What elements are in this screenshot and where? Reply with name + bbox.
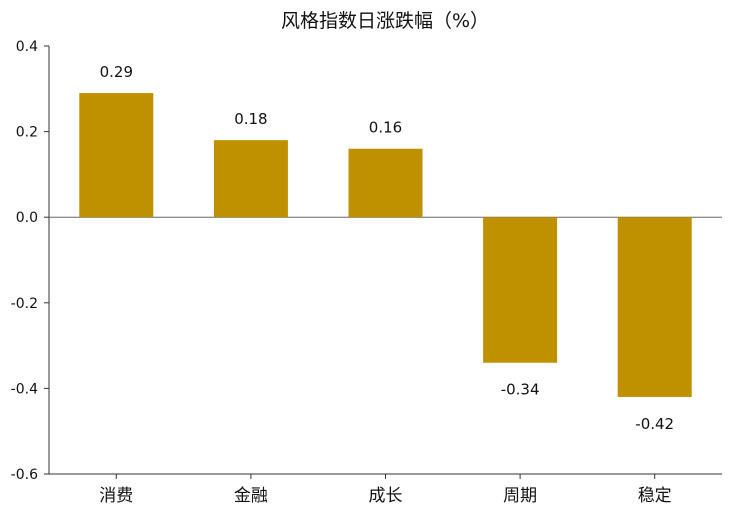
y-tick-label: 0.4 (16, 39, 38, 55)
data-labels: 0.29 0.18 0.16 -0.34 -0.42 (100, 63, 675, 433)
bar (348, 148, 423, 218)
bars (79, 93, 692, 397)
x-tick-label: 稳定 (638, 486, 672, 506)
y-tick-label: -0.4 (11, 381, 38, 397)
bar (213, 140, 288, 218)
bar (483, 217, 558, 363)
bar (79, 93, 154, 218)
x-tick-label: 周期 (503, 486, 537, 506)
data-label: -0.42 (635, 415, 674, 433)
x-tick-label: 金融 (234, 486, 268, 506)
data-label: -0.34 (501, 381, 540, 399)
y-tick-label: 0.0 (16, 210, 38, 226)
x-tick-label: 消费 (99, 486, 133, 506)
data-label: 0.29 (100, 63, 133, 81)
x-tick-label: 成长 (369, 486, 403, 506)
bar (617, 217, 692, 397)
chart-title: 风格指数日涨跌幅（%） (281, 10, 489, 32)
data-label: 0.16 (369, 119, 402, 137)
y-tick-label: -0.6 (11, 467, 38, 483)
axes: 0.4 0.2 0.0 -0.2 -0.4 -0.6 消费 金融 成长 周期 稳定 (11, 39, 722, 506)
y-tick-label: 0.2 (16, 125, 38, 141)
data-label: 0.18 (234, 110, 267, 128)
y-tick-label: -0.2 (11, 296, 38, 312)
